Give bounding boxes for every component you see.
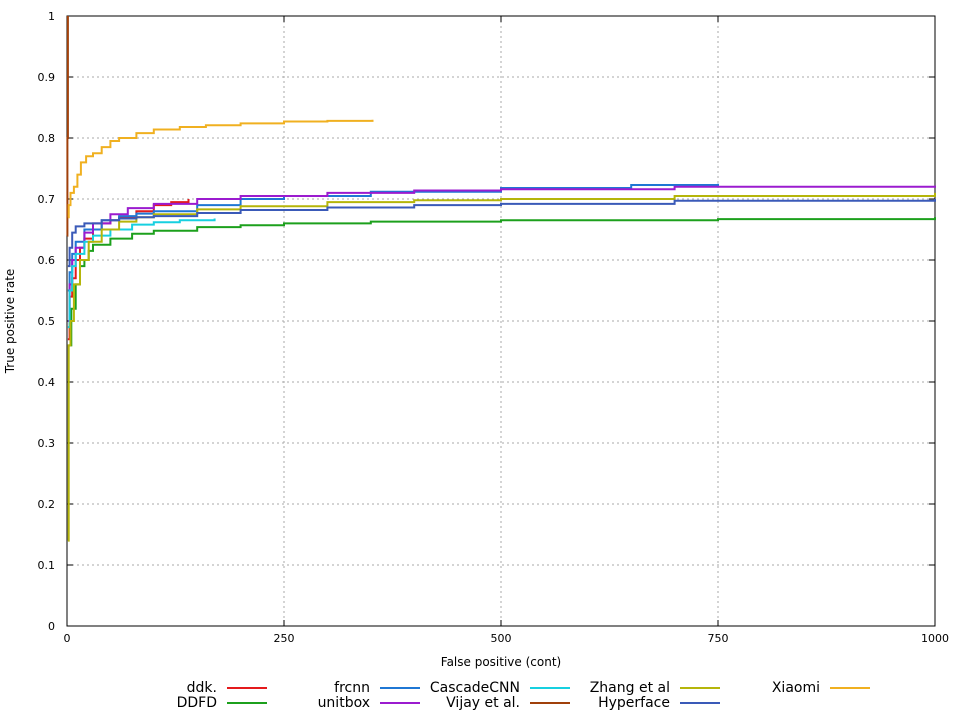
x-tick-label: 250 <box>274 632 295 645</box>
legend-label: Vijay et al. <box>446 695 520 711</box>
legend-label: Xiaomi <box>772 680 820 696</box>
y-tick-label: 0.5 <box>38 315 56 328</box>
legend-label: DDFD <box>177 695 217 711</box>
y-tick-label: 0.2 <box>38 498 56 511</box>
series-line-1 <box>67 199 190 341</box>
legend-label: CascadeCNN <box>430 680 520 696</box>
series-line-2 <box>68 217 936 347</box>
legend-label: Hyperface <box>598 695 670 711</box>
y-tick-label: 0.9 <box>38 71 56 84</box>
y-tick-label: 0.7 <box>38 193 56 206</box>
grid-layer <box>67 16 935 626</box>
series-layer <box>66 16 936 542</box>
y-tick-label: 0.6 <box>38 254 56 267</box>
y-tick-label: 0.4 <box>38 376 56 389</box>
x-tick-label: 0 <box>64 632 71 645</box>
y-tick-label: 1 <box>48 10 55 23</box>
x-tick-label: 500 <box>491 632 512 645</box>
x-tick-label: 750 <box>708 632 729 645</box>
legend-label: frcnn <box>334 680 370 696</box>
tick-layer: 0 250 500 750 1000 0 0.1 0.2 0.3 0.4 0.5 0.6 0.7 0.8 0… <box>38 10 950 645</box>
y-tick-label: 0 <box>48 620 55 633</box>
x-tick-label: 1000 <box>921 632 949 645</box>
legend-label: unitbox <box>318 695 370 711</box>
y-tick-label: 0.1 <box>38 559 56 572</box>
legend-label: Zhang et al <box>590 680 670 696</box>
y-axis-label: True positive rate <box>3 269 17 375</box>
legend-label: ddk. <box>187 680 217 696</box>
series-line-9 <box>67 119 374 219</box>
series-line-5 <box>67 218 216 329</box>
y-tick-label: 0.3 <box>38 437 56 450</box>
series-line-6 <box>66 16 69 237</box>
x-axis-label: False positive (cont) <box>441 655 561 669</box>
y-tick-label: 0.8 <box>38 132 56 145</box>
series-line-8 <box>67 199 936 268</box>
